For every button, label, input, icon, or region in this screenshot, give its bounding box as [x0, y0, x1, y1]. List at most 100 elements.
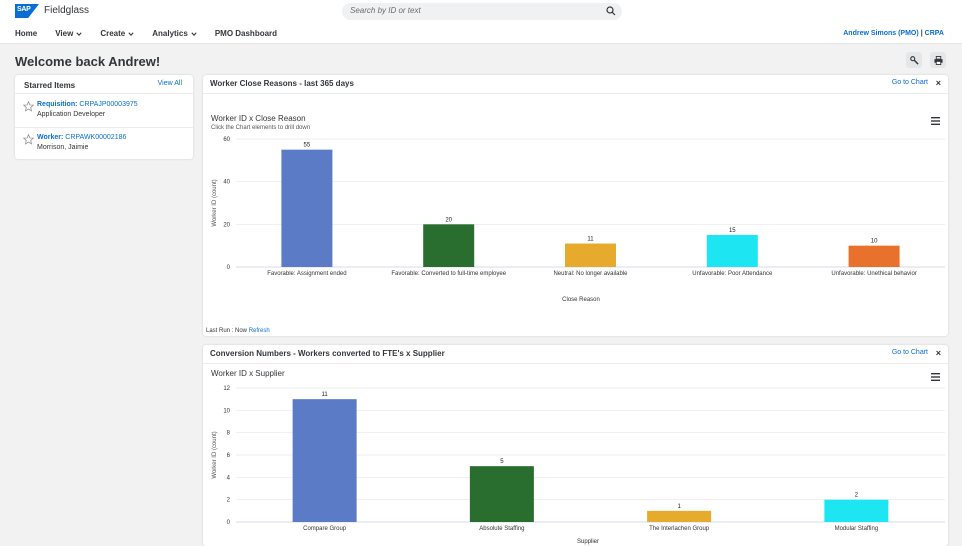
nav-item-create[interactable]: Create [100, 29, 134, 38]
go-to-chart-link[interactable]: Go to Chart [891, 349, 928, 356]
x-tick-label: Unfavorable: Unethical behavior [831, 271, 916, 277]
y-tick-label: 20 [223, 222, 230, 228]
nav-item-label: Analytics [152, 29, 188, 38]
card-title: Conversion Numbers - Workers converted t… [210, 349, 445, 358]
x-tick-label: The Interlachen Group [649, 526, 710, 532]
data-label: 11 [322, 392, 329, 398]
starred-item-id: CRPAJP00003975 [79, 101, 138, 108]
starred-item-subtitle: Morrison, Jaimie [37, 144, 89, 151]
starred-title: Starred Items [24, 81, 76, 90]
y-tick-label: 8 [227, 431, 231, 437]
y-tick-label: 12 [223, 386, 230, 392]
close-icon[interactable]: × [935, 78, 941, 88]
y-tick-label: 2 [227, 498, 231, 504]
y-tick-label: 6 [227, 453, 231, 459]
x-tick-label: Modular Staffing [835, 526, 879, 532]
star-icon[interactable] [23, 101, 34, 112]
user-name-link[interactable]: Andrew Simons (PMO) [843, 30, 919, 37]
chevron-down-icon [191, 31, 197, 36]
refresh-link[interactable]: Refresh [248, 328, 270, 334]
search-icon[interactable] [606, 6, 616, 16]
x-tick-label: Absolute Staffing [479, 526, 524, 532]
starred-items-panel: Starred Items View All Requisition: CRPA… [15, 75, 193, 159]
y-axis-title: Worker ID (count) [212, 431, 218, 478]
starred-item-type: Worker: [37, 134, 64, 141]
nav-item-label: Home [15, 29, 38, 38]
search-placeholder: Search by ID or text [350, 6, 421, 15]
y-tick-label: 4 [227, 475, 231, 481]
card-title: Worker Close Reasons - last 365 days [210, 79, 354, 88]
go-to-chart-link[interactable]: Go to Chart [891, 79, 928, 86]
data-label: 2 [855, 493, 859, 499]
bar [292, 399, 357, 522]
user-separator: | [920, 30, 923, 37]
data-label: 1 [677, 504, 681, 510]
search-input[interactable]: Search by ID or text [342, 3, 622, 20]
x-tick-label: Favorable: Assignment ended [267, 271, 346, 277]
y-axis-title: Worker ID (count) [212, 179, 218, 226]
sap-logo[interactable]: SAP [15, 4, 39, 18]
close-icon[interactable]: × [935, 348, 941, 358]
chart-menu-icon[interactable] [931, 373, 940, 381]
x-tick-label: Favorable: Converted to full-time employ… [391, 271, 506, 277]
nav-item-view[interactable]: View [55, 29, 82, 38]
y-tick-label: 10 [223, 408, 230, 414]
close-reason-chart: 0 20 40 60 Worker ID (count) 55 Favorable: Ass… [212, 137, 945, 303]
data-label: 55 [304, 143, 311, 149]
data-label: 5 [500, 459, 504, 465]
product-name: Fieldglass [44, 5, 90, 16]
data-label: 15 [729, 228, 736, 234]
user-info: Andrew Simons (PMO) | CRPA [843, 30, 944, 37]
card-header: Conversion Numbers - Workers converted t… [203, 345, 948, 364]
wrench-icon [909, 55, 919, 65]
bar [469, 466, 534, 522]
data-label: 11 [587, 237, 594, 243]
bar [824, 499, 889, 522]
chart-title: Worker ID x Close Reason [211, 114, 306, 123]
starred-item-link[interactable]: Worker: CRPAWK00002186 [37, 134, 126, 141]
x-tick-label: Compare Group [303, 526, 347, 532]
last-run-label: Last Run : Now [206, 328, 248, 334]
logo-text: SAP [17, 6, 31, 13]
bar [565, 243, 616, 267]
nav-item-pmo-dashboard[interactable]: PMO Dashboard [215, 29, 277, 38]
data-label: 20 [445, 217, 452, 223]
x-tick-label: Unfavorable: Poor Attendance [692, 271, 773, 277]
starred-item-id: CRPAWK00002186 [65, 134, 127, 141]
company-link[interactable]: CRPA [924, 30, 944, 37]
nav-item-analytics[interactable]: Analytics [152, 29, 197, 38]
divider [15, 93, 193, 94]
chart-menu-icon[interactable] [931, 117, 940, 125]
y-tick-label: 0 [227, 520, 231, 526]
bar [706, 235, 758, 267]
starred-item[interactable]: Requisition: CRPAJP00003975 Application … [23, 100, 191, 126]
chevron-down-icon [76, 31, 82, 36]
bar [281, 149, 333, 267]
starred-item-link[interactable]: Requisition: CRPAJP00003975 [37, 101, 138, 108]
print-button[interactable] [930, 52, 946, 68]
x-axis-title: Supplier [577, 539, 599, 545]
nav-item-label: Create [100, 29, 126, 38]
starred-item-type: Requisition: [37, 101, 78, 108]
starred-item[interactable]: Worker: CRPAWK00002186 Morrison, Jaimie [23, 133, 191, 159]
chart-title: Worker ID x Supplier [211, 369, 285, 378]
divider [15, 127, 193, 128]
y-tick-label: 40 [223, 180, 230, 186]
nav-item-label: PMO Dashboard [214, 29, 278, 38]
data-label: 10 [871, 239, 878, 245]
bar [647, 510, 712, 522]
y-tick-label: 60 [223, 137, 230, 143]
y-tick-label: 0 [227, 265, 231, 271]
welcome-title: Welcome back Andrew! [15, 54, 161, 69]
print-icon [933, 55, 943, 65]
x-axis-title: Close Reason [562, 297, 600, 303]
starred-item-subtitle: Application Developer [37, 111, 106, 118]
bar [423, 224, 475, 267]
view-all-link[interactable]: View All [157, 80, 182, 87]
star-icon[interactable] [23, 134, 34, 145]
nav-item-home[interactable]: Home [15, 29, 37, 38]
settings-button[interactable] [906, 52, 922, 68]
shell-bar: SAP Fieldglass Search by ID or text Home… [0, 0, 962, 44]
card-header: Worker Close Reasons - last 365 days Go … [203, 75, 948, 94]
